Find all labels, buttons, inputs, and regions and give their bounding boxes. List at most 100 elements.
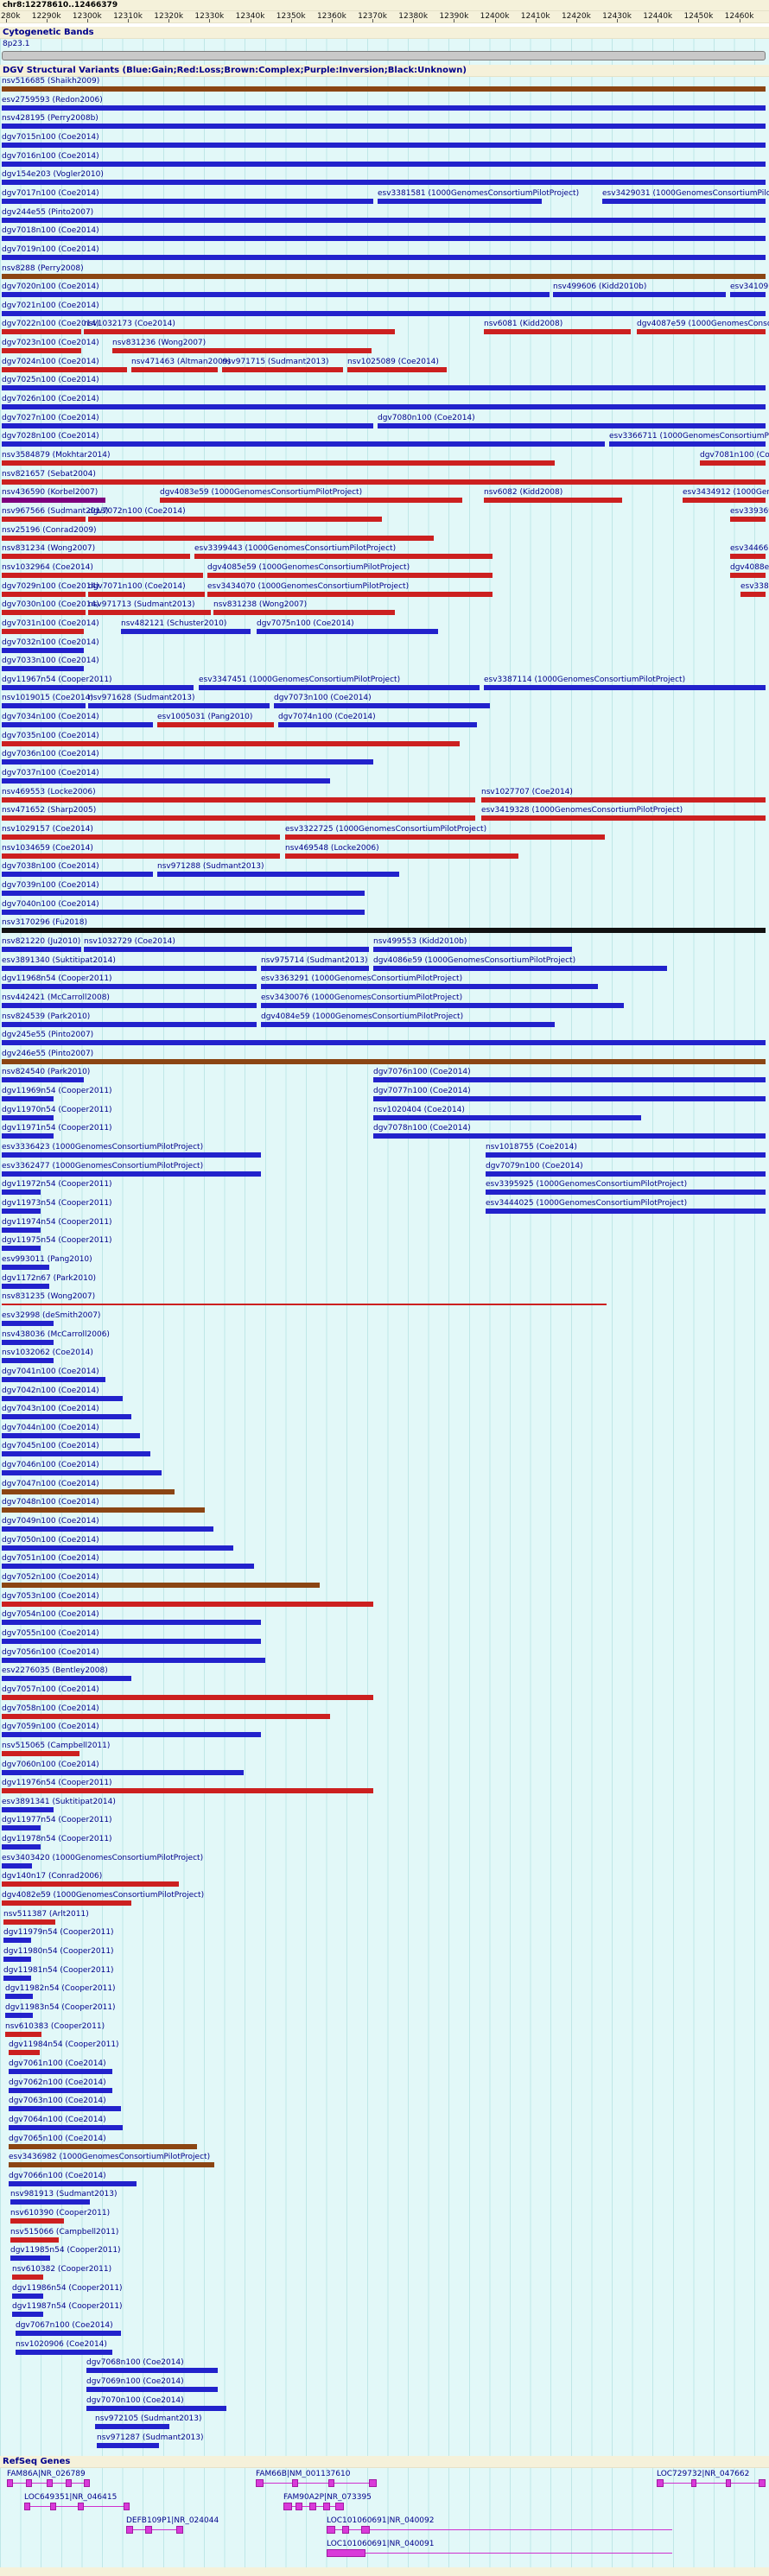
variant-bar[interactable] <box>2 1788 373 1794</box>
variant-bar[interactable] <box>285 834 605 840</box>
variant-bar[interactable] <box>2 535 434 541</box>
variant-bar[interactable] <box>486 1190 766 1196</box>
variant-bar[interactable] <box>2 1488 175 1494</box>
variant-bar[interactable] <box>222 366 343 372</box>
variant-bar[interactable] <box>2 1825 41 1831</box>
gene[interactable]: LOC729732|NR_047662 <box>657 2470 766 2492</box>
variant-bar[interactable] <box>88 610 211 616</box>
variant-bar[interactable] <box>2 1657 265 1663</box>
variant-bar[interactable] <box>2 666 84 672</box>
variant-bar[interactable] <box>486 1171 766 1177</box>
variant-bar[interactable] <box>207 572 493 578</box>
variant-bar[interactable] <box>2 1545 233 1551</box>
variant-bar[interactable] <box>2 1713 330 1719</box>
variant-bar[interactable] <box>2 1395 123 1401</box>
variant-bar[interactable] <box>2 1376 105 1382</box>
variant-bar[interactable] <box>486 1209 766 1214</box>
variant-bar[interactable] <box>2 310 766 316</box>
variant-bar[interactable] <box>121 628 251 634</box>
variant-bar[interactable] <box>2 1190 41 1196</box>
variant-bar[interactable] <box>730 516 766 522</box>
variant-bar[interactable] <box>2 872 153 878</box>
variant-bar[interactable] <box>481 796 766 803</box>
variant-bar[interactable] <box>373 965 667 971</box>
variant-bar[interactable] <box>2 1676 131 1682</box>
variant-bar[interactable] <box>2 834 280 840</box>
variant-bar[interactable] <box>199 684 480 690</box>
variant-bar[interactable] <box>2 366 127 372</box>
gene[interactable]: FAM86A|NR_026789 <box>7 2470 90 2492</box>
variant-bar[interactable] <box>12 2275 43 2281</box>
variant-bar[interactable] <box>274 703 490 709</box>
variant-bar[interactable] <box>2 1769 244 1775</box>
variant-bar[interactable] <box>2 422 373 428</box>
variant-bar[interactable] <box>2 1002 257 1008</box>
variant-bar[interactable] <box>2 1096 54 1102</box>
variant-bar[interactable] <box>88 703 270 709</box>
variant-bar[interactable] <box>12 2293 43 2299</box>
variant-bar[interactable] <box>2 928 766 934</box>
variant-bar[interactable] <box>2 1264 49 1270</box>
variant-bar[interactable] <box>261 984 598 990</box>
variant-bar[interactable] <box>2 441 605 447</box>
gene[interactable]: FAM90A2P|NR_073395 <box>283 2493 372 2516</box>
variant-bar[interactable] <box>285 853 518 859</box>
variant-bar[interactable] <box>2 1806 54 1812</box>
variant-bar[interactable] <box>2 1339 54 1345</box>
variant-bar[interactable] <box>2 1209 41 1214</box>
variant-bar[interactable] <box>86 2405 226 2411</box>
variant-bar[interactable] <box>207 591 493 597</box>
variant-bar[interactable] <box>160 498 462 504</box>
variant-bar[interactable] <box>484 329 631 335</box>
variant-bar[interactable] <box>5 2012 33 2018</box>
variant-bar[interactable] <box>2 1283 49 1289</box>
variant-bar[interactable] <box>609 441 766 447</box>
variant-bar[interactable] <box>2 329 81 335</box>
variant-bar[interactable] <box>2 1246 41 1252</box>
variant-bar[interactable] <box>2 946 81 952</box>
variant-bar[interactable] <box>2 1320 54 1326</box>
variant-bar[interactable] <box>2 1058 766 1064</box>
variant-bar[interactable] <box>2 647 84 653</box>
variant-bar[interactable] <box>261 965 369 971</box>
variant-bar[interactable] <box>3 1919 55 1925</box>
gene[interactable]: LOC101060691|NR_040091 <box>327 2540 672 2562</box>
variant-bar[interactable] <box>2 460 555 466</box>
variant-bar[interactable] <box>3 1975 31 1981</box>
variant-bar[interactable] <box>740 591 766 597</box>
variant-bar[interactable] <box>2 292 550 298</box>
variant-bar[interactable] <box>95 2424 169 2430</box>
variant-bar[interactable] <box>2 86 766 92</box>
variant-bar[interactable] <box>2 273 766 279</box>
variant-bar[interactable] <box>378 422 766 428</box>
variant-bar[interactable] <box>2 1620 261 1626</box>
variant-bar[interactable] <box>2 254 766 260</box>
variant-bar[interactable] <box>86 2386 218 2392</box>
variant-bar[interactable] <box>2 1900 131 1907</box>
variant-bar[interactable] <box>2 516 86 522</box>
variant-bar[interactable] <box>10 2199 90 2205</box>
variant-bar[interactable] <box>481 815 766 822</box>
variant-bar[interactable] <box>2 610 86 616</box>
variant-bar[interactable] <box>2 815 475 822</box>
variant-bar[interactable] <box>10 2218 64 2224</box>
variant-bar[interactable] <box>373 1096 766 1102</box>
variant-bar[interactable] <box>2 759 373 765</box>
variant-bar[interactable] <box>484 498 622 504</box>
variant-bar[interactable] <box>2 965 257 971</box>
variant-bar[interactable] <box>730 554 766 560</box>
variant-bar[interactable] <box>2 1414 131 1420</box>
variant-bar[interactable] <box>2 404 766 410</box>
variant-bar[interactable] <box>9 2106 121 2112</box>
variant-bar[interactable] <box>2 1564 254 1570</box>
variant-bar[interactable] <box>2 722 153 728</box>
variant-bar[interactable] <box>730 292 766 298</box>
variant-bar[interactable] <box>16 2331 121 2336</box>
variant-bar[interactable] <box>2 385 766 391</box>
variant-bar[interactable] <box>2 1432 140 1438</box>
variant-bar[interactable] <box>347 366 447 372</box>
variant-bar[interactable] <box>3 1938 31 1944</box>
variant-bar[interactable] <box>484 684 766 690</box>
variant-bar[interactable] <box>9 2068 112 2074</box>
variant-bar[interactable] <box>373 946 572 952</box>
